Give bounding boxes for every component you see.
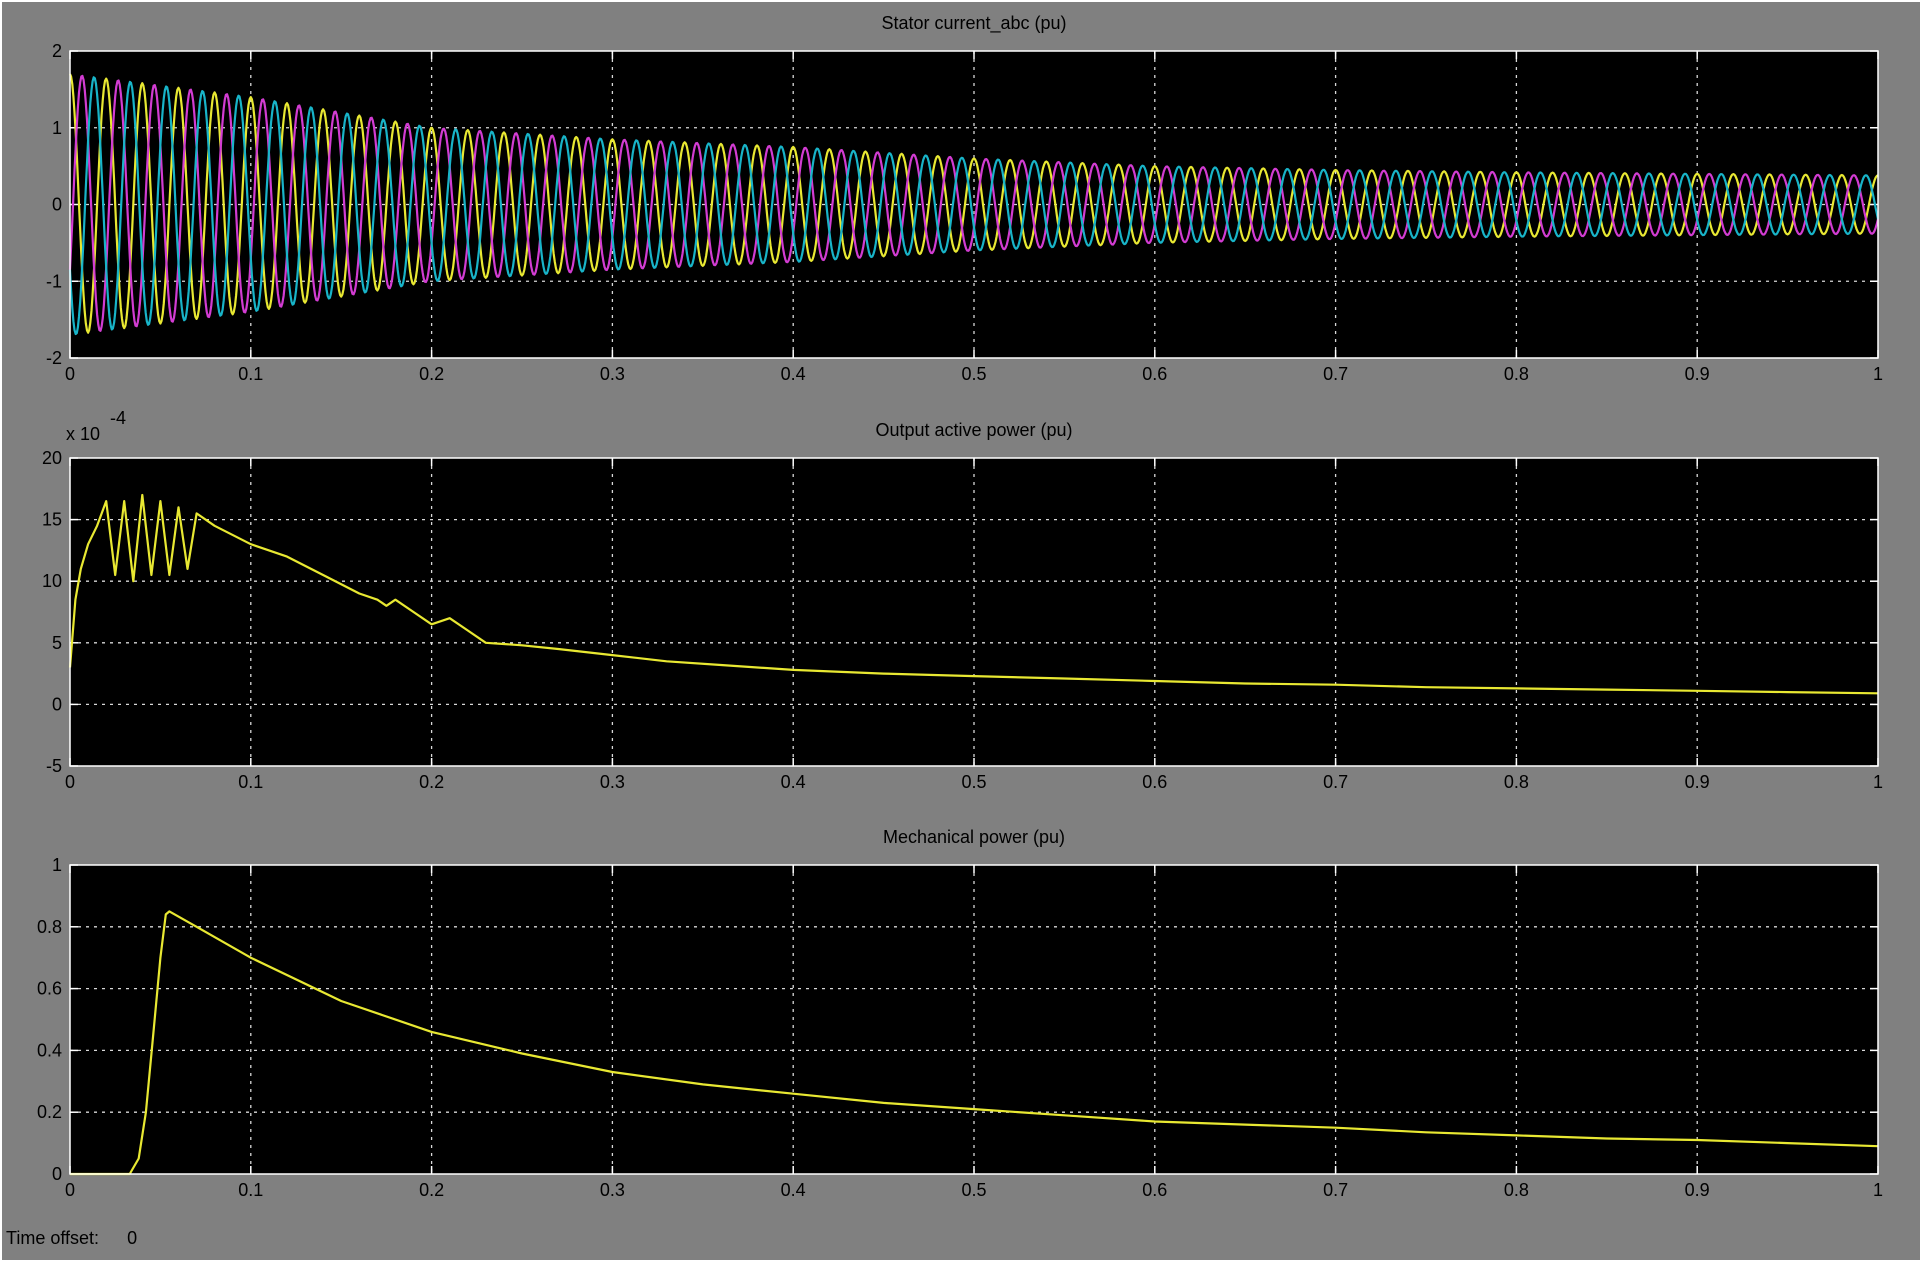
time-offset-readout: Time offset: 0	[6, 1228, 137, 1249]
y-tick-label: 1	[52, 118, 62, 138]
y-tick-label: 10	[42, 571, 62, 591]
time-offset-label: Time offset:	[6, 1228, 100, 1248]
x-tick-label: 0.7	[1323, 364, 1348, 384]
chart-title: Stator current_abc (pu)	[881, 13, 1066, 34]
x-tick-label: 0.7	[1323, 772, 1348, 792]
x-tick-label: 0.4	[781, 1180, 806, 1200]
y-tick-label: 0	[52, 694, 62, 714]
x-tick-label: 0	[65, 772, 75, 792]
x-tick-label: 0	[65, 1180, 75, 1200]
x-tick-label: 0.5	[961, 1180, 986, 1200]
y-tick-label: 0	[52, 195, 62, 215]
axis-scale-exponent: -4	[110, 408, 126, 428]
y-tick-label: 15	[42, 510, 62, 530]
x-tick-label: 0.7	[1323, 1180, 1348, 1200]
x-tick-label: 0.1	[238, 1180, 263, 1200]
y-tick-label: 0.4	[37, 1040, 62, 1060]
chart-title: Output active power (pu)	[875, 420, 1072, 440]
x-tick-label: 0.4	[781, 772, 806, 792]
x-tick-label: 0.2	[419, 1180, 444, 1200]
time-offset-value: 0	[127, 1228, 138, 1248]
series-line-1	[70, 910, 1879, 1176]
x-tick-label: 0.5	[961, 364, 986, 384]
y-tick-label: 0	[52, 1164, 62, 1184]
x-tick-label: 0.9	[1685, 364, 1710, 384]
y-tick-label: -5	[46, 756, 62, 776]
x-tick-label: 0.4	[781, 364, 806, 384]
x-tick-label: 0.6	[1142, 364, 1167, 384]
y-tick-label: 0.6	[37, 979, 62, 999]
y-tick-label: 5	[52, 633, 62, 653]
x-tick-label: 0.5	[961, 772, 986, 792]
x-tick-label: 1	[1873, 772, 1883, 792]
x-tick-label: 0.8	[1504, 364, 1529, 384]
y-tick-label: 0.8	[37, 917, 62, 937]
plot-border	[69, 50, 1879, 359]
x-tick-label: 0.3	[600, 1180, 625, 1200]
chart-title: Mechanical power (pu)	[883, 827, 1065, 847]
x-tick-label: 1	[1873, 1180, 1883, 1200]
plot-border	[69, 457, 1879, 767]
x-tick-label: 0.3	[600, 364, 625, 384]
x-tick-label: 0	[65, 364, 75, 384]
y-tick-label: -2	[46, 348, 62, 368]
x-tick-label: 0.9	[1685, 1180, 1710, 1200]
x-tick-label: 0.3	[600, 772, 625, 792]
y-tick-label: -1	[46, 271, 62, 291]
axis-scale-label: x 10	[66, 424, 100, 444]
x-tick-label: 0.1	[238, 772, 263, 792]
plot-border	[69, 864, 1879, 1175]
y-tick-label: 1	[52, 855, 62, 875]
chart-panel-3: 0 0.1 0.2 0.3 0.4 0.5 0.6 0.7 0.8 0.9 1 0 0.2 0.4 0.6 0…	[37, 827, 1883, 1200]
series-line-3	[68, 76, 1880, 336]
x-tick-label: 0.2	[419, 364, 444, 384]
y-tick-label: 2	[52, 41, 62, 61]
x-tick-label: 0.8	[1504, 772, 1529, 792]
x-tick-label: 1	[1873, 364, 1883, 384]
chart-panel-2: 0 0.1 0.2 0.3 0.4 0.5 0.6 0.7 0.8 0.9 1-505101520O…	[42, 408, 1883, 792]
y-tick-label: 20	[42, 448, 62, 468]
x-tick-label: 0.9	[1685, 772, 1710, 792]
x-tick-label: 0.6	[1142, 772, 1167, 792]
x-tick-label: 0.6	[1142, 1180, 1167, 1200]
x-tick-label: 0.2	[419, 772, 444, 792]
x-tick-label: 0.8	[1504, 1180, 1529, 1200]
chart-panel-1: 0 0.1 0.2 0.3 0.4 0.5 0.6 0.7 0.8 0.9 1 -2 -1 0 1 2 Stat…	[46, 13, 1883, 384]
y-tick-label: 0.2	[37, 1102, 62, 1122]
series-line-1	[68, 493, 1879, 695]
x-tick-label: 0.1	[238, 364, 263, 384]
